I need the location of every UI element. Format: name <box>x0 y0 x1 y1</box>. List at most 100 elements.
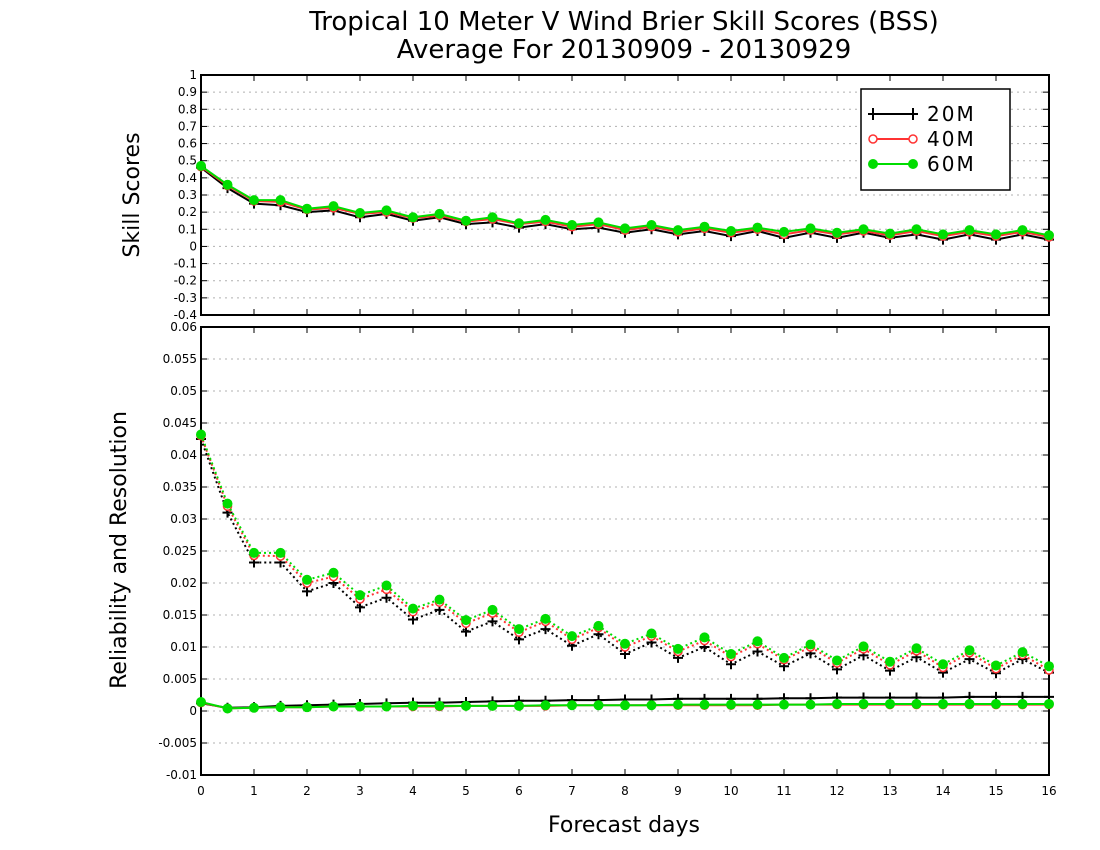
y-tick-label: -0.3 <box>174 291 197 305</box>
data-point-60M <box>805 223 816 234</box>
data-point-60M <box>222 498 233 509</box>
data-point-60M <box>726 226 736 236</box>
x-tick-label: 16 <box>1041 784 1056 798</box>
data-point-60M <box>885 656 895 667</box>
x-tick-label: 10 <box>723 784 738 798</box>
y-tick-label: 0.5 <box>178 154 197 168</box>
legend-marker <box>908 134 918 144</box>
chart-panels: -0.4 -0.3 -0.2 -0.1 0 0.1 0.2 0.3 0.4 0.5 0.6 0.7 0.… <box>158 68 1056 798</box>
y-tick-label: -0.01 <box>166 768 197 782</box>
data-point-60M <box>646 700 657 711</box>
y-tick-label: 0.3 <box>178 188 197 202</box>
data-point-60M <box>302 702 312 713</box>
x-tick-label: 3 <box>356 784 364 798</box>
panel-skill-scores: -0.4 -0.3 -0.2 -0.1 0 0.1 0.2 0.3 0.4 0.5 0.6 0.7 0.… <box>174 68 1054 322</box>
x-tick-label: 15 <box>988 784 1003 798</box>
data-point-60M <box>911 643 922 654</box>
data-point-60M <box>487 604 498 615</box>
data-point-60M <box>911 224 922 235</box>
y-tick-label: 0.7 <box>178 119 197 133</box>
data-point-60M <box>752 699 763 710</box>
data-point-60M <box>699 221 710 232</box>
x-tick-label: 2 <box>303 784 311 798</box>
panel-reliability-resolution: -0.01 -0.005 0 0.005 0.01 0.015 0.02 0.025 0.03 0… <box>158 320 1056 798</box>
data-point-20M <box>355 602 365 613</box>
legend-label: 20M <box>927 102 976 126</box>
y-tick-label: 0.03 <box>170 512 197 526</box>
plot-frame <box>200 326 1050 776</box>
data-point-60M <box>434 700 445 711</box>
y-tick-label: 0.055 <box>163 352 197 366</box>
legend-entry-60M: 60M <box>868 152 974 176</box>
data-point-20M <box>381 592 392 603</box>
data-point-60M <box>964 225 975 236</box>
y-tick-label: 0.035 <box>163 480 197 494</box>
data-point-60M <box>381 580 392 591</box>
data-point-60M <box>434 208 445 219</box>
y-tick-label: 0.4 <box>178 171 197 185</box>
y-tick-label: 0.06 <box>170 320 197 334</box>
data-point-60M <box>222 703 233 714</box>
y-tick-label: 0.9 <box>178 85 197 99</box>
data-point-60M <box>593 620 604 631</box>
y-tick-label: 0.2 <box>178 205 197 219</box>
data-point-60M <box>646 628 657 639</box>
plot-frame <box>200 74 1050 316</box>
data-point-60M <box>275 702 286 713</box>
data-point-60M <box>328 201 339 212</box>
legend-marker <box>868 108 878 120</box>
data-point-60M <box>593 700 604 711</box>
y-tick-label: -0.1 <box>174 257 197 271</box>
y-tick-label: 0.05 <box>170 384 197 398</box>
data-point-60M <box>858 641 869 652</box>
y-tick-label: 0.015 <box>163 608 197 622</box>
data-point-60M <box>540 700 551 711</box>
y-tick-label: -0.2 <box>174 274 197 288</box>
data-point-60M <box>514 624 524 635</box>
x-tick-label: 4 <box>409 784 417 798</box>
data-point-60M <box>408 212 418 223</box>
data-point-60M <box>567 220 577 230</box>
x-tick-label: 7 <box>568 784 576 798</box>
data-point-60M <box>991 660 1001 671</box>
data-point-60M <box>196 429 206 440</box>
data-point-60M <box>1017 647 1028 658</box>
chart-title: Tropical 10 Meter V Wind Brier Skill Sco… <box>308 7 939 37</box>
data-point-60M <box>514 700 524 711</box>
chart-subtitle: Average For 20130909 - 20130929 <box>397 35 852 65</box>
data-point-60M <box>805 699 816 710</box>
data-point-60M <box>646 220 657 230</box>
y-tick-label: 0.04 <box>170 448 197 462</box>
data-point-60M <box>726 649 736 660</box>
data-point-60M <box>805 639 816 650</box>
data-point-60M <box>699 699 710 710</box>
data-point-60M <box>408 700 418 711</box>
data-point-60M <box>1017 225 1028 236</box>
legend-marker <box>868 159 878 169</box>
data-point-60M <box>964 645 975 656</box>
y-tick-label: -0.4 <box>174 308 197 322</box>
legend-marker <box>908 159 918 169</box>
top-y-axis-label: Skill Scores <box>120 132 145 257</box>
data-point-60M <box>302 574 312 585</box>
data-point-60M <box>222 179 233 190</box>
data-point-60M <box>461 215 471 226</box>
data-point-60M <box>991 698 1001 709</box>
data-point-60M <box>832 698 842 709</box>
x-tick-label: 11 <box>776 784 791 798</box>
data-point-60M <box>567 700 577 711</box>
x-tick-label: 0 <box>197 784 205 798</box>
data-point-20M <box>461 626 471 637</box>
data-point-60M <box>249 702 259 713</box>
data-point-60M <box>858 224 869 235</box>
y-tick-label: 0 <box>189 239 197 253</box>
data-point-60M <box>673 699 683 710</box>
data-point-60M <box>249 547 259 558</box>
y-tick-label: 0.6 <box>178 137 197 151</box>
data-point-60M <box>620 223 630 234</box>
y-tick-label: 0.8 <box>178 102 197 116</box>
legend-marker <box>868 134 878 144</box>
data-point-60M <box>832 655 842 666</box>
